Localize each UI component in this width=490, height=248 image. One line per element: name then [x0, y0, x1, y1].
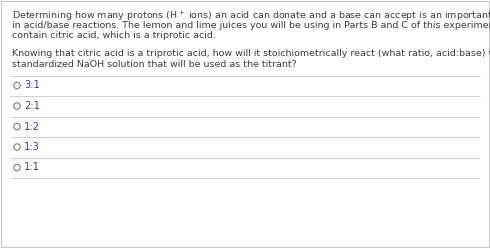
- Text: 2:1: 2:1: [24, 101, 40, 111]
- Text: in acid/base reactions. The lemon and lime juices you will be using in Parts B a: in acid/base reactions. The lemon and li…: [12, 21, 490, 30]
- Text: 3:1: 3:1: [24, 81, 40, 91]
- Text: 1:3: 1:3: [24, 142, 40, 152]
- Text: Knowing that citric acid is a triprotic acid, how will it stoichiometrically rea: Knowing that citric acid is a triprotic …: [12, 50, 490, 59]
- Text: 1:2: 1:2: [24, 122, 40, 131]
- Text: 1:1: 1:1: [24, 162, 40, 173]
- Text: contain citric acid, which is a triprotic acid.: contain citric acid, which is a triproti…: [12, 31, 216, 40]
- Text: Determining how many protons (H$^+$ ions) an acid can donate and a base can acce: Determining how many protons (H$^+$ ions…: [12, 10, 490, 24]
- Text: standardized NaOH solution that will be used as the titrant?: standardized NaOH solution that will be …: [12, 60, 297, 69]
